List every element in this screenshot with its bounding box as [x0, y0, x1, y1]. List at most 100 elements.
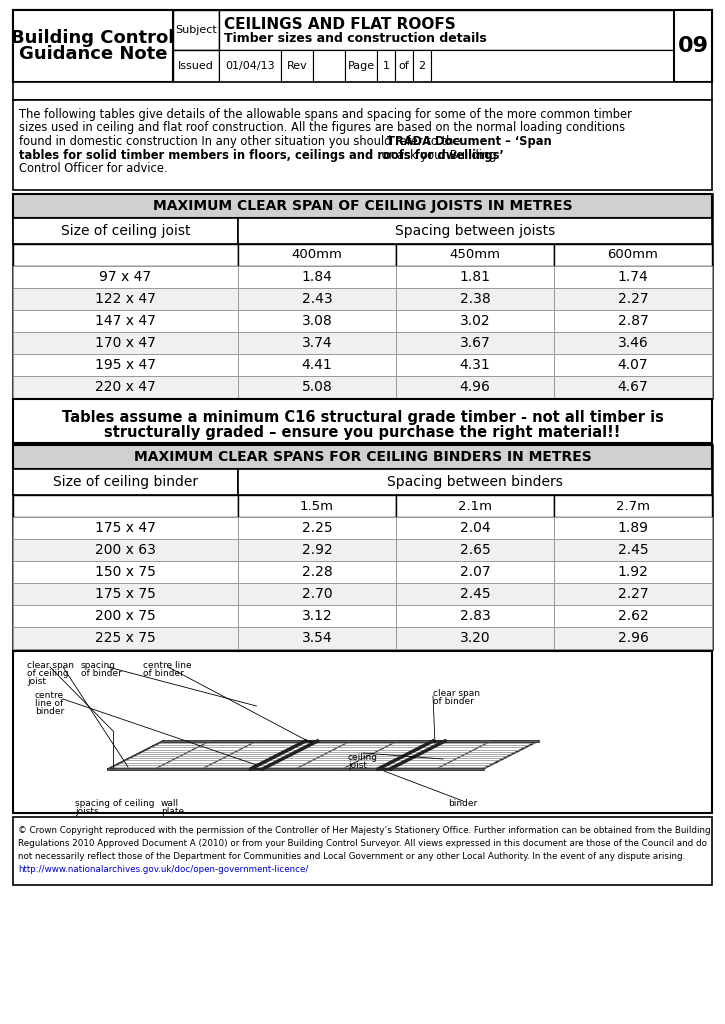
- Text: 97 x 47: 97 x 47: [99, 270, 152, 284]
- Bar: [173, 10, 219, 49]
- Bar: [13, 469, 238, 495]
- Bar: [396, 354, 554, 376]
- Text: 400mm: 400mm: [291, 249, 342, 261]
- Bar: [554, 354, 712, 376]
- Bar: [554, 605, 712, 627]
- Bar: [13, 218, 238, 244]
- Text: 2.92: 2.92: [302, 543, 332, 557]
- Text: 2.38: 2.38: [460, 292, 490, 306]
- Bar: [13, 399, 712, 443]
- Bar: [554, 310, 712, 332]
- Bar: [554, 288, 712, 310]
- Bar: [13, 445, 712, 469]
- Text: plate: plate: [161, 807, 184, 816]
- Text: 3.46: 3.46: [618, 336, 648, 350]
- Text: of ceiling: of ceiling: [27, 669, 69, 678]
- Text: 5.08: 5.08: [302, 380, 332, 394]
- Bar: [13, 10, 712, 82]
- Text: clear span: clear span: [27, 662, 74, 670]
- Text: tables for solid timber members in floors, ceilings and roofs for dwellings’: tables for solid timber members in floor…: [19, 148, 504, 162]
- Text: 4.07: 4.07: [618, 358, 648, 372]
- Bar: [313, 49, 345, 82]
- Bar: [238, 376, 396, 398]
- Text: sizes used in ceiling and flat roof construction. All the figures are based on t: sizes used in ceiling and flat roof cons…: [19, 122, 625, 134]
- Bar: [13, 817, 712, 885]
- Text: 1.84: 1.84: [302, 270, 333, 284]
- Bar: [13, 332, 238, 354]
- Text: of binder: of binder: [81, 669, 122, 678]
- Bar: [396, 627, 554, 649]
- Text: 220 x 47: 220 x 47: [95, 380, 156, 394]
- Bar: [13, 445, 712, 649]
- Text: 1.5m: 1.5m: [300, 500, 334, 512]
- Text: spacing of ceiling: spacing of ceiling: [75, 799, 154, 808]
- Text: Control Officer for advice.: Control Officer for advice.: [19, 162, 167, 175]
- Text: clear span: clear span: [433, 689, 480, 698]
- Text: 2.65: 2.65: [460, 543, 490, 557]
- Text: 150 x 75: 150 x 75: [95, 565, 156, 579]
- Text: CEILINGS AND FLAT ROOFS: CEILINGS AND FLAT ROOFS: [224, 17, 456, 32]
- Text: MAXIMUM CLEAR SPAN OF CEILING JOISTS IN METRES: MAXIMUM CLEAR SPAN OF CEILING JOISTS IN …: [153, 199, 572, 213]
- Bar: [238, 218, 712, 244]
- Text: 2.27: 2.27: [618, 292, 648, 306]
- Text: 200 x 75: 200 x 75: [95, 609, 156, 623]
- Bar: [13, 651, 712, 813]
- Text: 195 x 47: 195 x 47: [95, 358, 156, 372]
- Text: © Crown Copyright reproduced with the permission of the Controller of Her Majest: © Crown Copyright reproduced with the pe…: [18, 826, 710, 835]
- Bar: [13, 561, 238, 583]
- Text: 3.02: 3.02: [460, 314, 490, 328]
- Bar: [396, 605, 554, 627]
- Bar: [396, 376, 554, 398]
- Bar: [13, 82, 712, 100]
- Bar: [238, 332, 396, 354]
- Bar: [13, 310, 238, 332]
- Bar: [238, 469, 712, 495]
- Text: 4.67: 4.67: [618, 380, 648, 394]
- Bar: [13, 517, 238, 539]
- Bar: [13, 583, 238, 605]
- Text: 2.83: 2.83: [460, 609, 490, 623]
- Bar: [13, 539, 238, 561]
- Text: 1.89: 1.89: [618, 521, 648, 535]
- Text: not necessarily reflect those of the Department for Communities and Local Govern: not necessarily reflect those of the Dep…: [18, 852, 685, 861]
- Text: 2.45: 2.45: [460, 587, 490, 601]
- Text: Spacing between binders: Spacing between binders: [387, 475, 563, 489]
- Text: 2.1m: 2.1m: [458, 500, 492, 512]
- Bar: [554, 244, 712, 266]
- Bar: [238, 583, 396, 605]
- Bar: [431, 49, 674, 82]
- Text: Tables assume a minimum C16 structural grade timber - not all timber is: Tables assume a minimum C16 structural g…: [62, 410, 663, 425]
- Text: 170 x 47: 170 x 47: [95, 336, 156, 350]
- Text: 2: 2: [418, 60, 426, 71]
- Bar: [238, 605, 396, 627]
- Bar: [238, 310, 396, 332]
- Bar: [13, 244, 238, 266]
- Text: 2.04: 2.04: [460, 521, 490, 535]
- Bar: [413, 49, 431, 82]
- Text: of: of: [399, 60, 410, 71]
- Bar: [554, 495, 712, 517]
- Bar: [238, 495, 396, 517]
- Bar: [238, 539, 396, 561]
- Bar: [554, 627, 712, 649]
- Text: binder: binder: [448, 799, 477, 808]
- Text: 3.54: 3.54: [302, 631, 332, 645]
- Bar: [219, 10, 674, 49]
- Text: 1.92: 1.92: [618, 565, 648, 579]
- Bar: [554, 539, 712, 561]
- Text: line of: line of: [35, 699, 63, 708]
- Text: 3.74: 3.74: [302, 336, 332, 350]
- Text: 1.74: 1.74: [618, 270, 648, 284]
- Bar: [345, 49, 377, 82]
- Bar: [238, 627, 396, 649]
- Text: joists: joists: [75, 807, 99, 816]
- Bar: [396, 310, 554, 332]
- Bar: [396, 288, 554, 310]
- Text: 2.07: 2.07: [460, 565, 490, 579]
- Text: Timber sizes and construction details: Timber sizes and construction details: [224, 32, 486, 45]
- Bar: [554, 583, 712, 605]
- Text: 3.67: 3.67: [460, 336, 490, 350]
- Text: MAXIMUM CLEAR SPANS FOR CEILING BINDERS IN METRES: MAXIMUM CLEAR SPANS FOR CEILING BINDERS …: [133, 450, 592, 464]
- Text: or ask your Building: or ask your Building: [378, 148, 496, 162]
- Text: Page: Page: [347, 60, 375, 71]
